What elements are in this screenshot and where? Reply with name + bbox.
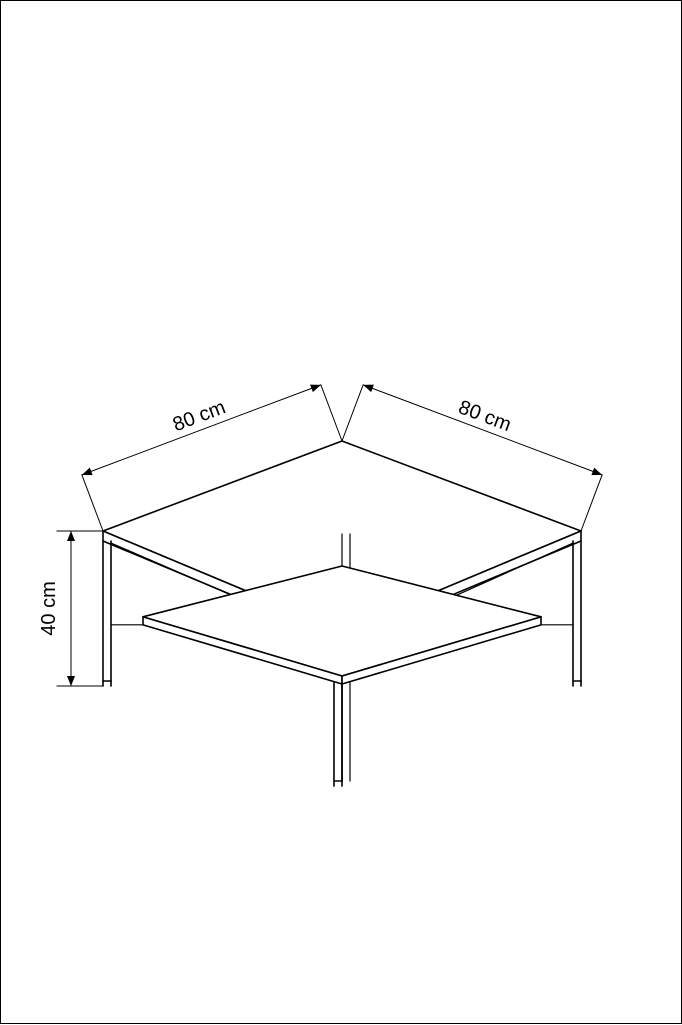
svg-text:40 cm: 40 cm bbox=[38, 581, 60, 635]
drawing-frame: 80 cm80 cm40 cm bbox=[0, 0, 682, 1024]
table-diagram: 80 cm80 cm40 cm bbox=[1, 1, 682, 1025]
